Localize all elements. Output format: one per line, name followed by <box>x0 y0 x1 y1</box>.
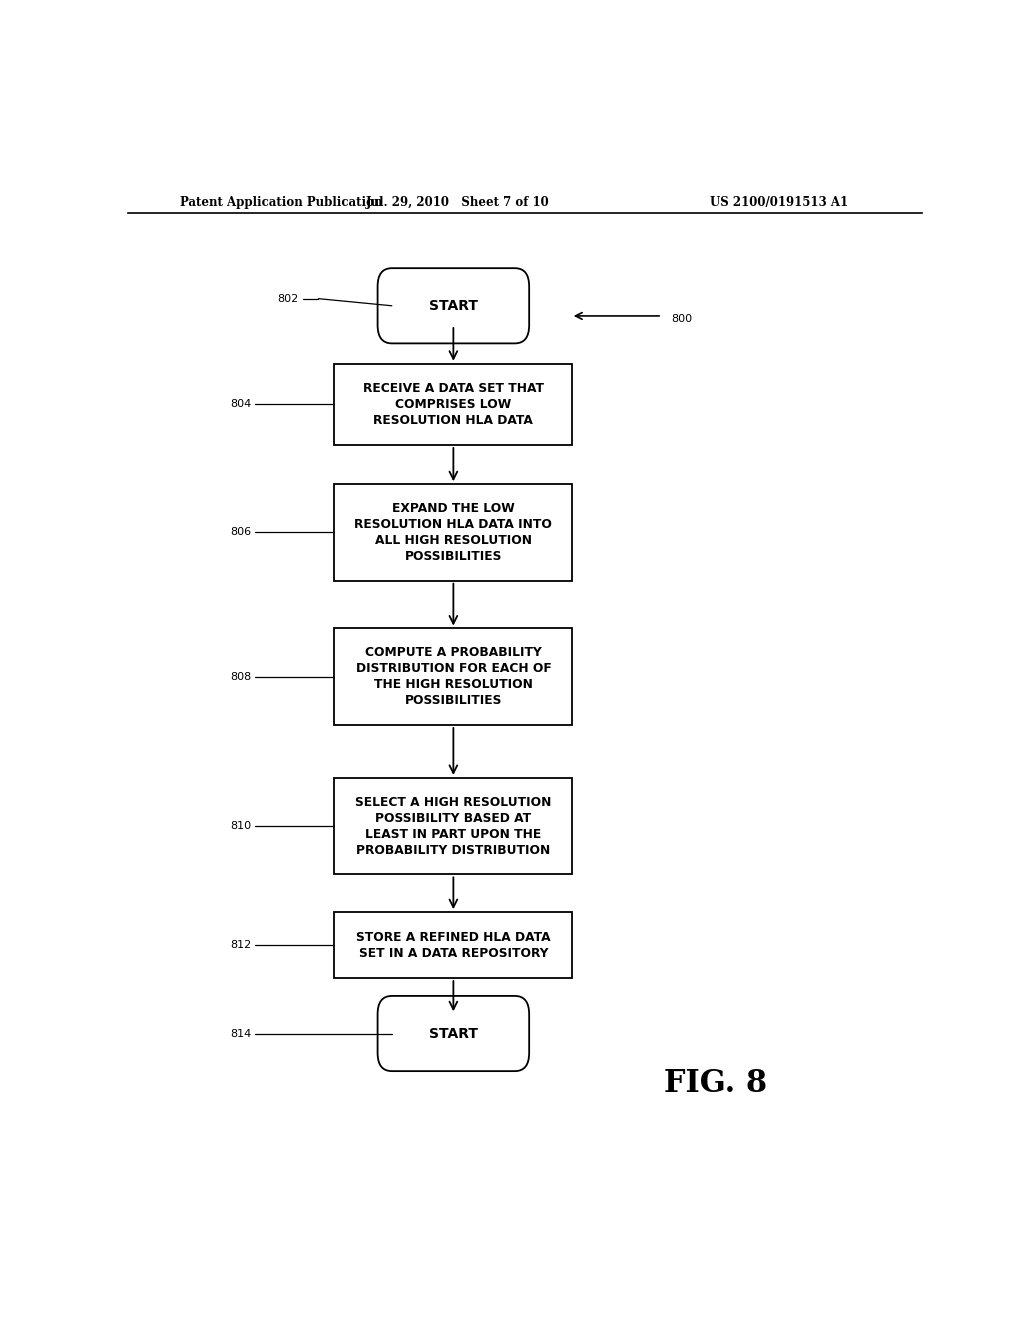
Text: 814: 814 <box>229 1028 251 1039</box>
FancyBboxPatch shape <box>378 268 529 343</box>
Text: RECEIVE A DATA SET THAT
COMPRISES LOW
RESOLUTION HLA DATA: RECEIVE A DATA SET THAT COMPRISES LOW RE… <box>362 381 544 426</box>
Text: Jul. 29, 2010   Sheet 7 of 10: Jul. 29, 2010 Sheet 7 of 10 <box>366 197 549 209</box>
Text: EXPAND THE LOW
RESOLUTION HLA DATA INTO
ALL HIGH RESOLUTION
POSSIBILITIES: EXPAND THE LOW RESOLUTION HLA DATA INTO … <box>354 502 552 562</box>
Bar <box>334 364 572 445</box>
Bar <box>334 484 572 581</box>
Bar <box>334 777 572 874</box>
Text: FIG. 8: FIG. 8 <box>664 1068 767 1098</box>
Text: SELECT A HIGH RESOLUTION
POSSIBILITY BASED AT
LEAST IN PART UPON THE
PROBABILITY: SELECT A HIGH RESOLUTION POSSIBILITY BAS… <box>355 796 552 857</box>
Text: COMPUTE A PROBABILITY
DISTRIBUTION FOR EACH OF
THE HIGH RESOLUTION
POSSIBILITIES: COMPUTE A PROBABILITY DISTRIBUTION FOR E… <box>355 647 551 708</box>
Text: 800: 800 <box>672 314 693 323</box>
Text: 812: 812 <box>229 940 251 950</box>
Text: US 2100/0191513 A1: US 2100/0191513 A1 <box>710 197 848 209</box>
Text: 808: 808 <box>229 672 251 681</box>
Text: 806: 806 <box>229 528 251 537</box>
Text: 802: 802 <box>278 293 299 304</box>
Bar <box>334 628 572 725</box>
Text: Patent Application Publication: Patent Application Publication <box>179 197 382 209</box>
Text: START: START <box>429 1027 478 1040</box>
Text: START: START <box>429 298 478 313</box>
Bar <box>334 912 572 978</box>
FancyBboxPatch shape <box>378 995 529 1071</box>
Text: 810: 810 <box>229 821 251 832</box>
Text: STORE A REFINED HLA DATA
SET IN A DATA REPOSITORY: STORE A REFINED HLA DATA SET IN A DATA R… <box>356 931 551 960</box>
Text: 804: 804 <box>229 400 251 409</box>
